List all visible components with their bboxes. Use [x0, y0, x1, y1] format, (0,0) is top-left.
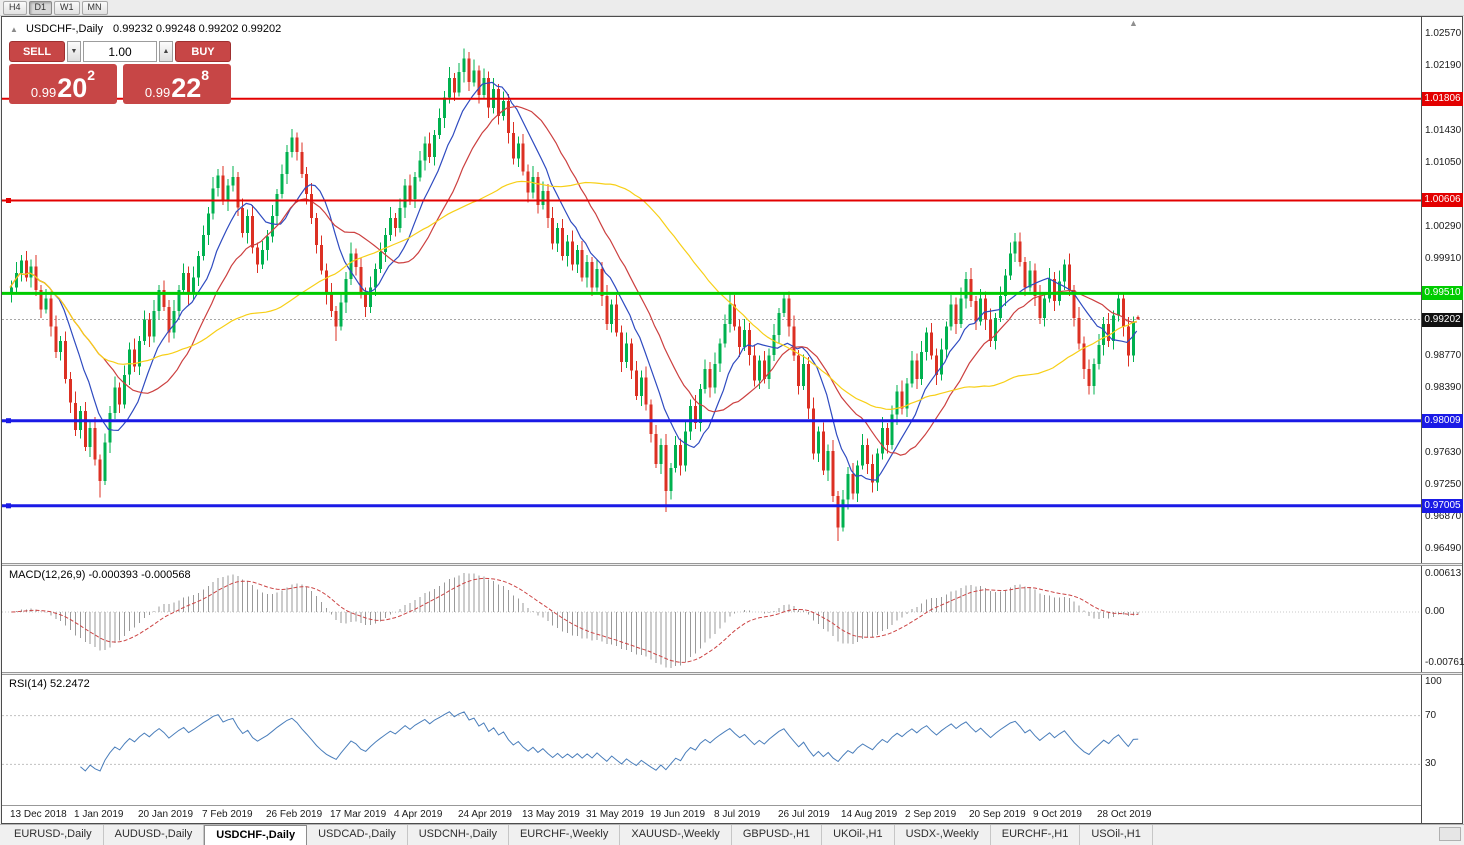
date-axis-label: 26 Feb 2019 — [266, 809, 323, 820]
volume-input[interactable] — [83, 41, 157, 62]
sell-button[interactable]: SELL — [9, 41, 65, 62]
volume-decrease-button[interactable]: ▼ — [67, 41, 81, 62]
timeframe-button-w1[interactable]: W1 — [54, 0, 80, 15]
chart-tab-eurusd-daily[interactable]: EURUSD-,Daily — [3, 825, 104, 845]
date-axis-label: 26 Jul 2019 — [778, 809, 830, 820]
date-axis-label: 28 Oct 2019 — [1097, 809, 1152, 820]
candles-layer — [10, 48, 1140, 541]
rsi-axis-label: 100 — [1425, 676, 1442, 687]
macd-axis-label: -0.00761 — [1425, 657, 1464, 668]
macd-indicator-label: MACD(12,26,9) -0.000393 -0.000568 — [9, 569, 191, 581]
hline-price-badge: 0.97005 — [1422, 499, 1463, 513]
date-axis-label: 14 Aug 2019 — [841, 809, 898, 820]
rsi-panel-canvas[interactable] — [2, 675, 1421, 805]
ask-price-pipette: 8 — [201, 67, 210, 83]
chart-tab-gbpusd-h1[interactable]: GBPUSD-,H1 — [732, 825, 823, 845]
date-axis-label: 2 Sep 2019 — [905, 809, 957, 820]
chart-tab-ukoil-h1[interactable]: UKOil-,H1 — [822, 825, 895, 845]
timeframe-button-d1[interactable]: D1 — [28, 0, 53, 15]
date-axis-label: 31 May 2019 — [586, 809, 644, 820]
rsi-indicator-label: RSI(14) 52.2472 — [9, 678, 90, 690]
moving-average-20-line — [9, 105, 1137, 456]
bid-price-big-digits: 20 — [57, 73, 88, 103]
chart-title-ohlc: 0.99232 0.99248 0.99202 0.99202 — [113, 23, 282, 35]
price-axis-label: 0.96490 — [1425, 543, 1462, 554]
date-axis-label: 13 Dec 2018 — [10, 809, 67, 820]
panel-splitter[interactable] — [2, 672, 1462, 675]
rsi-line — [80, 711, 1139, 772]
price-axis-label: 0.97250 — [1425, 479, 1462, 490]
macd-signal-line — [11, 577, 1139, 663]
hline-handle[interactable] — [6, 418, 11, 424]
chart-tabs-bar: EURUSD-,Daily AUDUSD-,Daily USDCHF-,Daily U… — [0, 824, 1464, 845]
date-axis-label: 19 Jun 2019 — [650, 809, 706, 820]
chart-tab-usdchf-daily[interactable]: USDCHF-,Daily — [204, 825, 308, 845]
rsi-axis-label: 30 — [1425, 758, 1437, 769]
tabbar-grip — [1439, 827, 1461, 841]
date-axis-label: 17 Mar 2019 — [330, 809, 387, 820]
macd-panel-canvas[interactable] — [2, 566, 1421, 672]
timeframe-button-h4[interactable]: H4 — [3, 0, 27, 15]
date-axis-label: 9 Oct 2019 — [1033, 809, 1082, 820]
moving-average-50-line — [9, 180, 1137, 411]
macd-axis-label: 0.00613 — [1425, 568, 1462, 579]
date-axis-label: 13 May 2019 — [522, 809, 580, 820]
chart-tab-usdx-weekly[interactable]: USDX-,Weekly — [895, 825, 991, 845]
price-axis-label: 0.98770 — [1425, 350, 1462, 361]
bid-price-prefix: 0.99 — [30, 85, 57, 100]
chart-tab-xauusd-weekly[interactable]: XAUUSD-,Weekly — [620, 825, 732, 845]
timeframe-toolbar: H4 D1 W1 MN — [0, 0, 1464, 16]
date-axis[interactable]: 13 Dec 2018 1 Jan 2019 20 Jan 2019 7 Feb 20… — [2, 805, 1421, 823]
timeframe-button-mn[interactable]: MN — [81, 0, 108, 15]
hline-handle[interactable] — [6, 198, 11, 203]
date-axis-label: 7 Feb 2019 — [202, 809, 253, 820]
date-axis-label: 8 Jul 2019 — [714, 809, 761, 820]
price-axis-label: 1.01050 — [1425, 157, 1462, 168]
hline-price-badge: 1.00606 — [1422, 193, 1463, 207]
chart-window: 13 Dec 2018 1 Jan 2019 20 Jan 2019 7 Feb 20… — [1, 16, 1464, 824]
volume-increase-button[interactable]: ▲ — [159, 41, 173, 62]
panel-splitter[interactable] — [2, 563, 1462, 566]
price-axis-label: 0.96870 — [1425, 511, 1462, 522]
date-axis-label: 4 Apr 2019 — [394, 809, 443, 820]
chart-title: ▲ USDCHF-,Daily 0.99232 0.99248 0.99202 … — [10, 23, 281, 35]
hline-price-badge: 1.01806 — [1422, 92, 1463, 106]
date-axis-label: 1 Jan 2019 — [74, 809, 124, 820]
ask-price-prefix: 0.99 — [144, 85, 171, 100]
chart-shift-marker-icon[interactable]: ▲ — [1129, 18, 1138, 28]
price-axis[interactable]: 1.02570 1.02190 1.01430 1.01050 1.00290 0.999… — [1421, 17, 1464, 823]
macd-axis-label: 0.00 — [1425, 606, 1445, 617]
hline-handle[interactable] — [6, 503, 11, 509]
price-axis-label: 1.01430 — [1425, 125, 1462, 136]
price-axis-label: 0.97630 — [1425, 447, 1462, 458]
ask-price-big-digits: 22 — [171, 73, 202, 103]
one-click-collapse-icon[interactable]: ▲ — [10, 25, 18, 34]
date-axis-label: 20 Sep 2019 — [969, 809, 1026, 820]
hline-price-badge: 0.98009 — [1422, 414, 1463, 428]
hline-price-badge: 0.99510 — [1422, 286, 1463, 300]
price-chart-canvas[interactable] — [2, 17, 1421, 563]
current-price-badge: 0.99202 — [1422, 313, 1463, 327]
one-click-trading-panel: SELL ▼ ▲ BUY 0.99 20 2 0.99 22 8 — [9, 41, 231, 104]
price-axis-label: 0.98390 — [1425, 382, 1462, 393]
macd-histogram — [15, 573, 1139, 668]
date-axis-label: 24 Apr 2019 — [458, 809, 512, 820]
price-axis-label: 1.02570 — [1425, 28, 1462, 39]
date-axis-label: 20 Jan 2019 — [138, 809, 194, 820]
chart-tab-usdcad-daily[interactable]: USDCAD-,Daily — [307, 825, 408, 845]
chart-tab-eurchf-h1[interactable]: EURCHF-,H1 — [991, 825, 1081, 845]
price-axis-label: 1.02190 — [1425, 60, 1462, 71]
chart-tab-usoil-h1[interactable]: USOil-,H1 — [1080, 825, 1153, 845]
ask-price-display[interactable]: 0.99 22 8 — [123, 64, 231, 104]
price-axis-label: 1.00290 — [1425, 221, 1462, 232]
rsi-axis-label: 70 — [1425, 710, 1437, 721]
chart-tab-usdcnh-daily[interactable]: USDCNH-,Daily — [408, 825, 509, 845]
bid-price-display[interactable]: 0.99 20 2 — [9, 64, 117, 104]
bid-price-pipette: 2 — [87, 67, 96, 83]
chart-title-symbol: USDCHF-,Daily — [25, 23, 103, 35]
chart-tab-audusd-daily[interactable]: AUDUSD-,Daily — [104, 825, 205, 845]
price-axis-label: 0.99910 — [1425, 253, 1462, 264]
chart-tab-eurchf-weekly[interactable]: EURCHF-,Weekly — [509, 825, 621, 845]
buy-button[interactable]: BUY — [175, 41, 231, 62]
